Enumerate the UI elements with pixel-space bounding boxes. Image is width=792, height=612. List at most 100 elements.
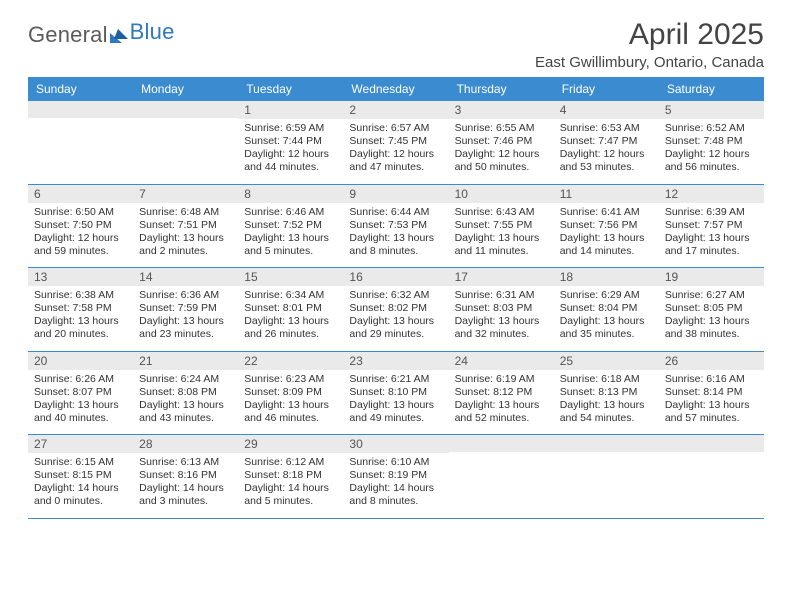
daylight-text: and 35 minutes.: [560, 328, 653, 341]
daylight-text: and 3 minutes.: [139, 495, 232, 508]
sunset-text: Sunset: 8:05 PM: [665, 302, 758, 315]
calendar-day-cell: 8Sunrise: 6:46 AMSunset: 7:52 PMDaylight…: [238, 185, 343, 268]
day-details: Sunrise: 6:23 AMSunset: 8:09 PMDaylight:…: [238, 370, 343, 435]
calendar-day-cell: [133, 101, 238, 184]
calendar-day-cell: 15Sunrise: 6:34 AMSunset: 8:01 PMDayligh…: [238, 268, 343, 351]
day-details: Sunrise: 6:31 AMSunset: 8:03 PMDaylight:…: [449, 286, 554, 351]
day-details: Sunrise: 6:46 AMSunset: 7:52 PMDaylight:…: [238, 203, 343, 268]
calendar-day-cell: 6Sunrise: 6:50 AMSunset: 7:50 PMDaylight…: [28, 185, 133, 268]
calendar-day-cell: 7Sunrise: 6:48 AMSunset: 7:51 PMDaylight…: [133, 185, 238, 268]
sunrise-text: Sunrise: 6:43 AM: [455, 206, 548, 219]
daylight-text: and 38 minutes.: [665, 328, 758, 341]
daylight-text: Daylight: 13 hours: [244, 232, 337, 245]
sunset-text: Sunset: 7:59 PM: [139, 302, 232, 315]
calendar-day-cell: 28Sunrise: 6:13 AMSunset: 8:16 PMDayligh…: [133, 435, 238, 518]
day-details: Sunrise: 6:43 AMSunset: 7:55 PMDaylight:…: [449, 203, 554, 268]
sunset-text: Sunset: 8:16 PM: [139, 469, 232, 482]
calendar-day-cell: 17Sunrise: 6:31 AMSunset: 8:03 PMDayligh…: [449, 268, 554, 351]
calendar-day-cell: [659, 435, 764, 518]
daylight-text: and 23 minutes.: [139, 328, 232, 341]
calendar-week: 13Sunrise: 6:38 AMSunset: 7:58 PMDayligh…: [28, 268, 764, 352]
day-details: Sunrise: 6:38 AMSunset: 7:58 PMDaylight:…: [28, 286, 133, 351]
day-number: 3: [449, 101, 554, 119]
daylight-text: Daylight: 13 hours: [34, 315, 127, 328]
weekday-header: Thursday: [449, 77, 554, 101]
day-details: [449, 452, 554, 512]
day-number: 11: [554, 185, 659, 203]
daylight-text: and 17 minutes.: [665, 245, 758, 258]
daylight-text: Daylight: 13 hours: [139, 399, 232, 412]
day-details: Sunrise: 6:18 AMSunset: 8:13 PMDaylight:…: [554, 370, 659, 435]
weekday-header: Friday: [554, 77, 659, 101]
calendar-day-cell: 29Sunrise: 6:12 AMSunset: 8:18 PMDayligh…: [238, 435, 343, 518]
sunrise-text: Sunrise: 6:52 AM: [665, 122, 758, 135]
calendar-day-cell: 11Sunrise: 6:41 AMSunset: 7:56 PMDayligh…: [554, 185, 659, 268]
sunrise-text: Sunrise: 6:29 AM: [560, 289, 653, 302]
daylight-text: Daylight: 13 hours: [349, 399, 442, 412]
day-details: Sunrise: 6:15 AMSunset: 8:15 PMDaylight:…: [28, 453, 133, 518]
day-details: Sunrise: 6:55 AMSunset: 7:46 PMDaylight:…: [449, 119, 554, 184]
day-number: 1: [238, 101, 343, 119]
day-number: 27: [28, 435, 133, 453]
sunrise-text: Sunrise: 6:39 AM: [665, 206, 758, 219]
weekday-header: Monday: [133, 77, 238, 101]
day-details: Sunrise: 6:32 AMSunset: 8:02 PMDaylight:…: [343, 286, 448, 351]
day-details: Sunrise: 6:52 AMSunset: 7:48 PMDaylight:…: [659, 119, 764, 184]
day-number: 19: [659, 268, 764, 286]
daylight-text: Daylight: 14 hours: [244, 482, 337, 495]
sunrise-text: Sunrise: 6:44 AM: [349, 206, 442, 219]
daylight-text: and 59 minutes.: [34, 245, 127, 258]
day-number: 18: [554, 268, 659, 286]
day-number: 25: [554, 352, 659, 370]
sunset-text: Sunset: 8:12 PM: [455, 386, 548, 399]
sunset-text: Sunset: 7:55 PM: [455, 219, 548, 232]
sunrise-text: Sunrise: 6:53 AM: [560, 122, 653, 135]
day-number: 5: [659, 101, 764, 119]
calendar-day-cell: 9Sunrise: 6:44 AMSunset: 7:53 PMDaylight…: [343, 185, 448, 268]
calendar-day-cell: 24Sunrise: 6:19 AMSunset: 8:12 PMDayligh…: [449, 352, 554, 435]
daylight-text: and 53 minutes.: [560, 161, 653, 174]
sunset-text: Sunset: 7:50 PM: [34, 219, 127, 232]
day-details: [659, 452, 764, 512]
day-number: [554, 435, 659, 452]
daylight-text: and 26 minutes.: [244, 328, 337, 341]
day-number: 9: [343, 185, 448, 203]
calendar-day-cell: 2Sunrise: 6:57 AMSunset: 7:45 PMDaylight…: [343, 101, 448, 184]
sunset-text: Sunset: 7:46 PM: [455, 135, 548, 148]
daylight-text: and 57 minutes.: [665, 412, 758, 425]
title-block: April 2025 East Gwillimbury, Ontario, Ca…: [535, 18, 764, 71]
calendar-day-cell: 20Sunrise: 6:26 AMSunset: 8:07 PMDayligh…: [28, 352, 133, 435]
sunset-text: Sunset: 8:07 PM: [34, 386, 127, 399]
daylight-text: and 32 minutes.: [455, 328, 548, 341]
daylight-text: Daylight: 13 hours: [349, 315, 442, 328]
sunset-text: Sunset: 7:57 PM: [665, 219, 758, 232]
calendar-day-cell: 10Sunrise: 6:43 AMSunset: 7:55 PMDayligh…: [449, 185, 554, 268]
sunrise-text: Sunrise: 6:10 AM: [349, 456, 442, 469]
calendar-day-cell: 21Sunrise: 6:24 AMSunset: 8:08 PMDayligh…: [133, 352, 238, 435]
sunrise-text: Sunrise: 6:38 AM: [34, 289, 127, 302]
daylight-text: and 8 minutes.: [349, 245, 442, 258]
daylight-text: and 2 minutes.: [139, 245, 232, 258]
day-number: 24: [449, 352, 554, 370]
day-number: 15: [238, 268, 343, 286]
day-details: Sunrise: 6:34 AMSunset: 8:01 PMDaylight:…: [238, 286, 343, 351]
day-number: 21: [133, 352, 238, 370]
calendar-day-cell: 1Sunrise: 6:59 AMSunset: 7:44 PMDaylight…: [238, 101, 343, 184]
day-number: 17: [449, 268, 554, 286]
daylight-text: and 49 minutes.: [349, 412, 442, 425]
sunset-text: Sunset: 8:03 PM: [455, 302, 548, 315]
day-details: Sunrise: 6:36 AMSunset: 7:59 PMDaylight:…: [133, 286, 238, 351]
daylight-text: and 50 minutes.: [455, 161, 548, 174]
sunset-text: Sunset: 8:09 PM: [244, 386, 337, 399]
day-details: Sunrise: 6:41 AMSunset: 7:56 PMDaylight:…: [554, 203, 659, 268]
page-header: General Blue April 2025 East Gwillimbury…: [28, 18, 764, 71]
calendar-day-cell: 23Sunrise: 6:21 AMSunset: 8:10 PMDayligh…: [343, 352, 448, 435]
day-number: [449, 435, 554, 452]
sunset-text: Sunset: 8:08 PM: [139, 386, 232, 399]
daylight-text: and 0 minutes.: [34, 495, 127, 508]
daylight-text: and 8 minutes.: [349, 495, 442, 508]
sunrise-text: Sunrise: 6:32 AM: [349, 289, 442, 302]
calendar-day-cell: 25Sunrise: 6:18 AMSunset: 8:13 PMDayligh…: [554, 352, 659, 435]
weekday-header: Sunday: [28, 77, 133, 101]
calendar-week: 1Sunrise: 6:59 AMSunset: 7:44 PMDaylight…: [28, 101, 764, 185]
